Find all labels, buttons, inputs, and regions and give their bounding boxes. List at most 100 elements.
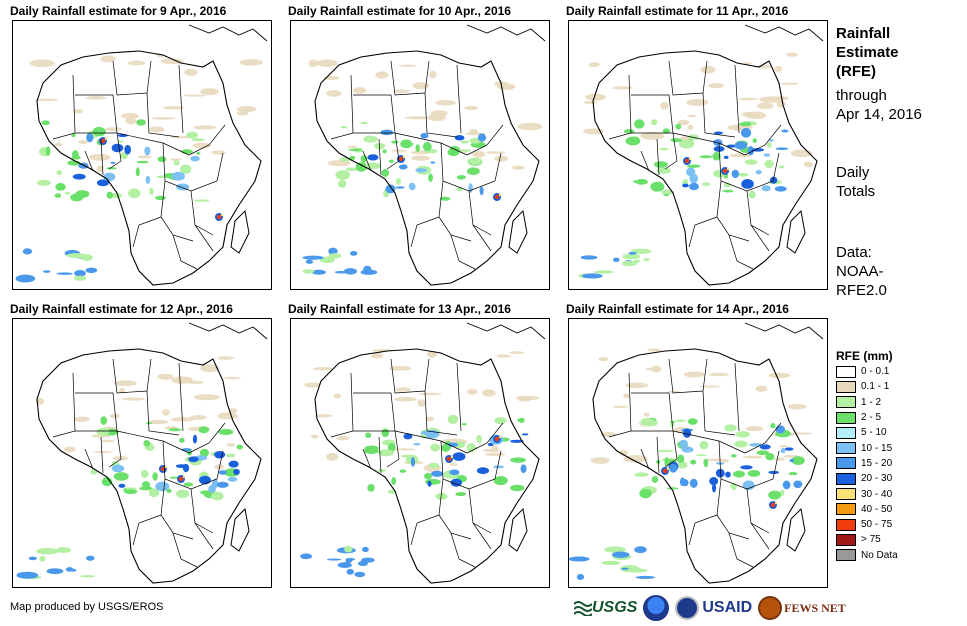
moderate-rain-area bbox=[140, 469, 149, 478]
moderate-rain-area bbox=[120, 152, 128, 160]
country-border bbox=[744, 124, 782, 156]
light-rain-area bbox=[388, 365, 412, 371]
moderate-rain-area bbox=[54, 193, 62, 198]
fews-net-logo: FEWS NET bbox=[758, 596, 846, 620]
light-rain-area bbox=[687, 114, 697, 118]
rain-hotspot-peak bbox=[104, 137, 108, 141]
legend-row: 10 - 15 bbox=[836, 440, 956, 455]
heavy-rain-area bbox=[420, 132, 429, 139]
country-border bbox=[716, 478, 750, 540]
ocean-rain-band bbox=[302, 269, 315, 274]
heavy-rain-area bbox=[713, 131, 724, 135]
country-border bbox=[750, 522, 770, 550]
moderate-rain-area bbox=[677, 454, 685, 463]
map-panel-13-apr: Daily Rainfall estimate for 13 Apr., 201… bbox=[288, 302, 550, 592]
heavy-rain-area bbox=[430, 470, 444, 477]
ocean-rain-band bbox=[360, 269, 378, 275]
moderate-rain-area bbox=[179, 437, 185, 443]
country-border bbox=[190, 190, 214, 236]
country-border bbox=[631, 94, 674, 134]
rainfall-map bbox=[12, 20, 272, 290]
country-border bbox=[362, 448, 372, 470]
light-rain-area bbox=[660, 101, 669, 110]
heavy-rain-area bbox=[711, 483, 717, 493]
moderate-rain-area bbox=[724, 424, 737, 432]
light-rain-area bbox=[150, 117, 176, 120]
moderate-rain-area bbox=[106, 191, 113, 199]
rain-hotspot-core bbox=[446, 456, 452, 462]
heavy-rain-area bbox=[427, 480, 432, 487]
light-rain-area bbox=[125, 117, 137, 125]
moderate-rain-area bbox=[64, 191, 71, 195]
moderate-rain-area bbox=[476, 434, 483, 444]
heavy-rain-area bbox=[709, 477, 719, 486]
light-rain-area bbox=[702, 458, 727, 462]
ocean-rain-band bbox=[300, 553, 313, 560]
light-rain-area bbox=[743, 455, 763, 459]
mediterranean-coast bbox=[188, 322, 268, 340]
heavy-rain-area bbox=[103, 172, 116, 182]
moderate-rain-area bbox=[157, 156, 167, 163]
country-border bbox=[734, 362, 740, 432]
light-rain-area bbox=[485, 452, 506, 457]
light-rain-area bbox=[686, 98, 709, 107]
side-title: Rainfall Estimate (RFE) bbox=[836, 24, 961, 81]
country-border bbox=[702, 92, 736, 138]
heavy-rain-area bbox=[751, 148, 764, 152]
light-rain-area bbox=[640, 132, 665, 140]
moderate-rain-area bbox=[348, 148, 362, 152]
moderate-rain-area bbox=[677, 461, 688, 469]
country-border bbox=[688, 216, 718, 248]
heavy-rain-area bbox=[155, 481, 170, 492]
moderate-rain-area bbox=[770, 423, 776, 429]
light-rain-area bbox=[121, 397, 146, 401]
moderate-rain-area bbox=[435, 492, 448, 500]
africa-coastline bbox=[36, 50, 262, 286]
moderate-rain-area bbox=[494, 417, 507, 425]
country-border bbox=[353, 132, 400, 170]
light-rain-area bbox=[623, 393, 630, 399]
moderate-rain-area bbox=[180, 149, 193, 154]
moderate-rain-area bbox=[148, 488, 160, 498]
light-rain-area bbox=[236, 110, 249, 116]
light-rain-area bbox=[509, 351, 525, 354]
light-rain-area bbox=[643, 412, 650, 417]
heavy-rain-area bbox=[118, 483, 126, 488]
moderate-rain-area bbox=[456, 175, 466, 180]
side-data-source: Data: NOAA- RFE2.0 bbox=[836, 243, 961, 300]
rain-hotspot-core bbox=[722, 168, 728, 174]
moderate-rain-area bbox=[149, 187, 154, 195]
heavy-rain-area bbox=[510, 439, 524, 443]
ocean-rain-band bbox=[628, 251, 637, 255]
light-rain-area bbox=[105, 127, 123, 131]
light-rain-area bbox=[193, 125, 217, 130]
usgs-wave-icon bbox=[574, 601, 592, 616]
moderate-rain-area bbox=[118, 140, 124, 143]
moderate-rain-area bbox=[780, 489, 785, 496]
heavy-rain-area bbox=[410, 457, 416, 467]
country-border bbox=[162, 142, 224, 192]
light-rain-area bbox=[394, 397, 417, 402]
moderate-rain-area bbox=[703, 458, 709, 468]
moderate-rain-area bbox=[183, 482, 194, 487]
moderate-rain-area bbox=[337, 179, 347, 188]
moderate-rain-area bbox=[113, 472, 129, 481]
madagascar-outline bbox=[786, 209, 806, 254]
heavy-rain-area bbox=[385, 184, 396, 194]
light-rain-area bbox=[722, 459, 730, 463]
moderate-rain-area bbox=[739, 122, 752, 127]
heavy-rain-area bbox=[734, 141, 748, 150]
moderate-rain-area bbox=[196, 151, 201, 155]
country-border bbox=[353, 430, 400, 468]
heavy-rain-area bbox=[216, 481, 229, 488]
light-rain-area bbox=[236, 106, 257, 113]
light-rain-area bbox=[193, 394, 220, 401]
moderate-rain-area bbox=[752, 138, 757, 144]
light-rain-area bbox=[803, 161, 813, 168]
light-rain-area bbox=[449, 463, 458, 466]
light-rain-area bbox=[147, 419, 169, 425]
moderate-rain-area bbox=[788, 472, 798, 476]
light-rain-area bbox=[496, 354, 511, 358]
legend-row: 20 - 30 bbox=[836, 471, 956, 486]
moderate-rain-area bbox=[767, 141, 772, 148]
